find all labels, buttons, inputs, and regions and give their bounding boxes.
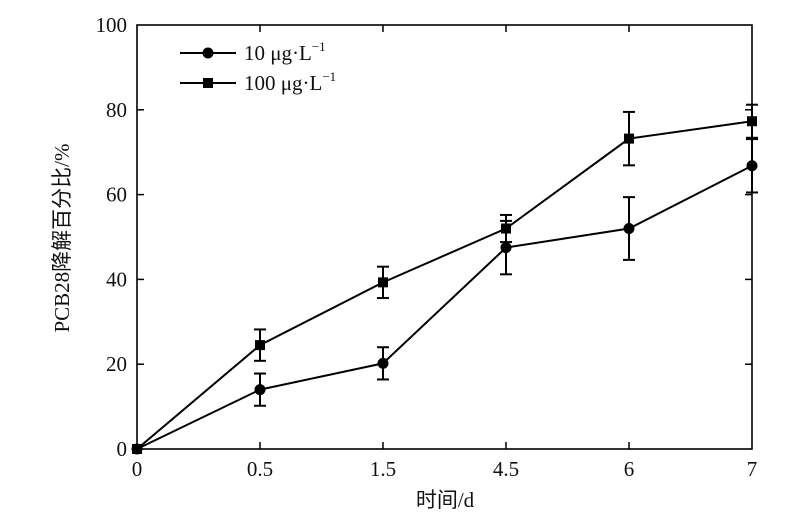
x-tick-label: 7 [747, 457, 758, 481]
series-layer [131, 103, 758, 455]
y-tick-label: 60 [106, 183, 127, 207]
data-point-square [624, 133, 634, 144]
data-point-circle [623, 223, 635, 235]
series-line [136, 120, 753, 450]
data-point-square [747, 116, 757, 127]
legend-label-1: 10 μg·L−1 [244, 39, 326, 65]
data-point-circle [500, 242, 512, 254]
y-tick-label: 40 [106, 267, 127, 291]
y-tick-label: 20 [106, 352, 127, 376]
data-point-square [378, 277, 388, 288]
data-point-square [132, 444, 142, 454]
legend-label-2: 100 μg·L−1 [244, 69, 336, 95]
series-1 [131, 138, 758, 455]
legend-marker-circle [202, 47, 214, 59]
x-tick-label: 0 [132, 457, 143, 481]
x-tick-label: 1.5 [370, 457, 396, 481]
y-tick-label: 80 [106, 98, 127, 122]
series-2 [132, 103, 758, 454]
legend-marker-square [203, 78, 213, 88]
x-tick-label: 6 [624, 457, 635, 481]
plot-frame [136, 24, 753, 450]
data-point-circle [746, 160, 758, 172]
x-axis: 0 0.5 1.5 4.5 6 7 [132, 25, 758, 481]
data-point-square [501, 223, 511, 234]
data-point-circle [377, 357, 389, 369]
series-line [136, 164, 753, 450]
x-axis-title: 时间/d [416, 488, 475, 512]
y-tick-label: 100 [96, 13, 128, 37]
legend: 10 μg·L−1 100 μg·L−1 [180, 39, 336, 95]
y-axis: 0 20 40 60 80 100 [96, 13, 752, 461]
x-tick-label: 4.5 [493, 457, 519, 481]
x-tick-label: 0.5 [247, 457, 273, 481]
y-tick-label: 0 [117, 437, 128, 461]
data-point-circle [254, 384, 266, 396]
data-point-square [255, 340, 265, 351]
y-axis-title: PCB28降解百分比/% [50, 143, 74, 332]
